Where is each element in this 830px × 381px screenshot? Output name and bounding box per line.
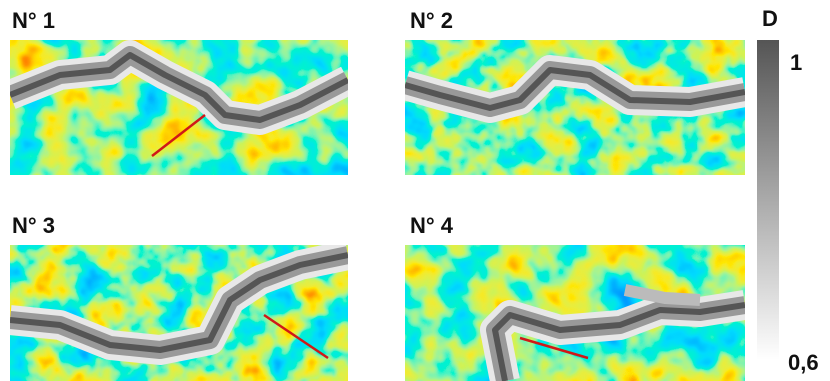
panel-label: N° 3 <box>12 213 55 238</box>
panel-label: N° 1 <box>12 8 55 33</box>
panel-label: N° 2 <box>410 8 453 33</box>
crack <box>10 245 348 365</box>
colorbar-top-label: 1 <box>790 50 802 75</box>
arrow <box>151 114 206 157</box>
panel-label: N° 4 <box>410 213 454 238</box>
crack <box>10 40 348 135</box>
panel: N° 2 <box>405 8 745 175</box>
panel: N° 3 <box>10 213 348 381</box>
panel: N° 4 <box>405 213 745 381</box>
colorbar-title: D <box>762 6 778 31</box>
arrow <box>263 313 329 360</box>
arrow <box>519 336 589 360</box>
panel: N° 1 <box>10 8 348 175</box>
colorbar-bottom-label: 0,6 <box>788 350 819 375</box>
crack <box>405 55 745 123</box>
colorbar: D 1 0,6 <box>757 6 819 375</box>
colorbar-gradient <box>757 40 779 360</box>
crack <box>480 284 745 381</box>
